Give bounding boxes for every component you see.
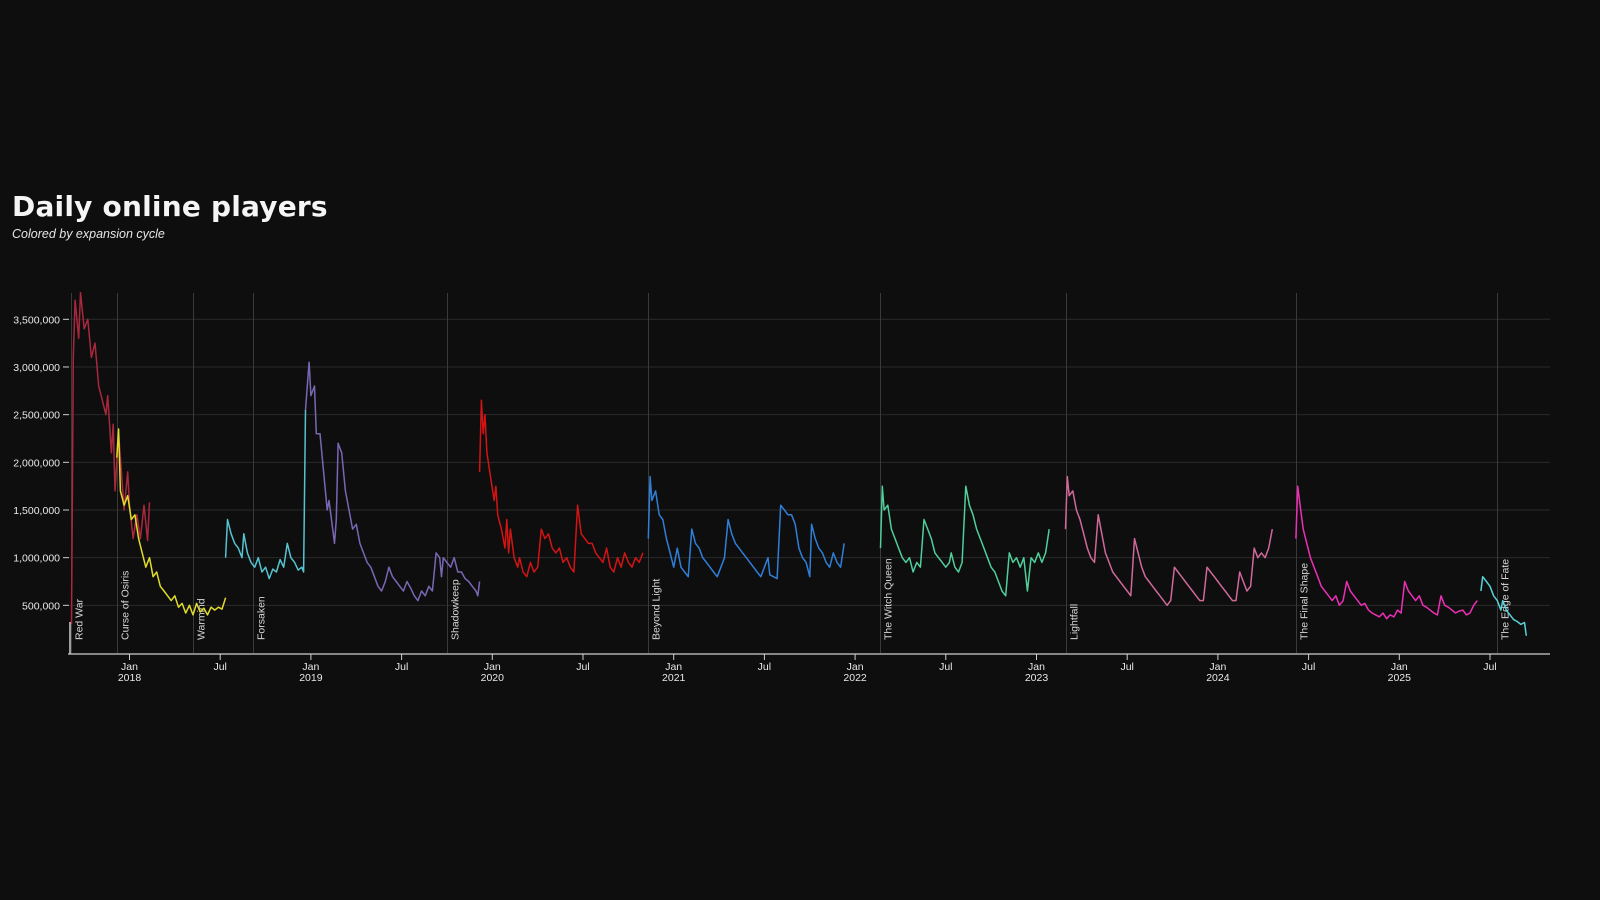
x-tick-year: 2025 [1388, 672, 1412, 684]
x-tick-year: 2019 [299, 672, 323, 684]
x-tick-month: Jul [395, 661, 408, 673]
x-tick-month: Jan [847, 661, 864, 673]
x-tick-month: Jan [121, 661, 138, 673]
expansion-marker-label: Red War [74, 598, 86, 640]
x-tick-year: 2021 [662, 672, 686, 684]
expansion-marker-label: The Edge of Fate [1500, 559, 1512, 640]
x-tick-month: Jul [1302, 661, 1315, 673]
series-line-the-edge-of-fate [1480, 575, 1528, 636]
y-tick-label: 2,500,000 [13, 410, 60, 422]
x-tick-month: Jan [1209, 661, 1226, 673]
chart-title: Daily online players [12, 190, 328, 223]
x-tick-month: Jul [758, 661, 771, 673]
expansion-marker-label: The Witch Queen [883, 558, 895, 640]
expansion-marker-label: Beyond Light [651, 579, 663, 640]
series-line-curse-of-osiris [116, 428, 227, 616]
x-tick-year: 2024 [1206, 672, 1230, 684]
x-tick-month: Jul [213, 661, 226, 673]
y-tick-label: 3,500,000 [13, 314, 60, 326]
expansion-markers: Red War Curse of Osiris Warmind Forsaken Sha… [71, 293, 1512, 653]
x-tick-year: 2022 [843, 672, 867, 684]
expansion-marker-label: Lightfall [1069, 604, 1081, 640]
x-tick-month: Jan [1391, 661, 1408, 673]
chart-subtitle: Colored by expansion cycle [12, 227, 165, 241]
series-line-shadowkeep [478, 399, 644, 578]
series-line-beyond-light [647, 475, 845, 580]
y-tick-label: 1,000,000 [13, 553, 60, 565]
expansion-marker-label: Curse of Osiris [120, 571, 132, 640]
series-line-the-final-shape [1295, 485, 1478, 620]
x-tick-month: Jan [665, 661, 682, 673]
expansion-marker-label: Forsaken [256, 596, 268, 640]
x-tick-month: Jul [576, 661, 589, 673]
x-tick-month: Jan [302, 661, 319, 673]
series-line-warmind [224, 409, 307, 580]
x-tick-month: Jan [1028, 661, 1045, 673]
expansion-marker-label: The Final Shape [1299, 563, 1311, 640]
x-tick-month: Jul [1120, 661, 1133, 673]
x-tick-year: 2023 [1025, 672, 1049, 684]
y-axis: 500,000 1,000,000 1,500,000 2,000,000 2,500,… [13, 314, 71, 654]
data-series [70, 291, 1528, 636]
y-tick-label: 500,000 [22, 600, 60, 612]
y-tick-label: 1,500,000 [13, 505, 60, 517]
x-tick-month: Jul [939, 661, 952, 673]
series-line-the-witch-queen [879, 485, 1050, 597]
x-tick-month: Jul [1483, 661, 1496, 673]
x-tick-year: 2020 [481, 672, 505, 684]
y-tick-label: 2,000,000 [13, 457, 60, 469]
x-tick-month: Jan [484, 661, 501, 673]
series-line-lightfall [1064, 475, 1274, 607]
series-line-red-war [70, 291, 151, 625]
y-tick-label: 3,000,000 [13, 362, 60, 374]
series-line-forsaken [304, 361, 481, 602]
expansion-marker-label: Shadowkeep [450, 579, 462, 640]
x-tick-year: 2018 [118, 672, 142, 684]
